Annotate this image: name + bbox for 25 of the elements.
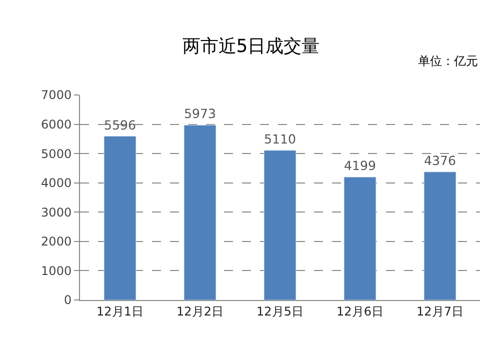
text: 单位：亿元 (418, 54, 478, 68)
y-tick-label: 6000 (41, 117, 72, 132)
chart-title: 两市近5日成交量 (182, 36, 320, 57)
x-tick-label: 12月2日 (176, 304, 224, 318)
data-label: 5973 (184, 106, 216, 122)
y-tick-label: 7000 (41, 88, 72, 102)
data-label: 4199 (344, 158, 376, 174)
x-tick-label: 12月7日 (416, 304, 464, 318)
y-tick-label: 5000 (41, 146, 72, 161)
y-tick-label: 3000 (41, 205, 72, 220)
bar (344, 176, 376, 300)
y-tick-label: 2000 (41, 234, 72, 249)
data-label: 5110 (264, 131, 296, 146)
y-tick-label: 1000 (41, 264, 72, 278)
bar (104, 136, 136, 300)
data-label: 5596 (104, 117, 136, 132)
x-tick-label: 12月1日 (96, 304, 144, 318)
x-tick-label: 12月6日 (336, 304, 384, 318)
y-tick-label: 0 (64, 293, 72, 308)
bar (424, 172, 456, 300)
data-label: 4376 (424, 152, 456, 168)
bar (184, 124, 216, 300)
bar (264, 150, 296, 300)
y-tick-label: 4000 (41, 176, 72, 190)
x-tick-label: 12月5日 (256, 304, 304, 318)
